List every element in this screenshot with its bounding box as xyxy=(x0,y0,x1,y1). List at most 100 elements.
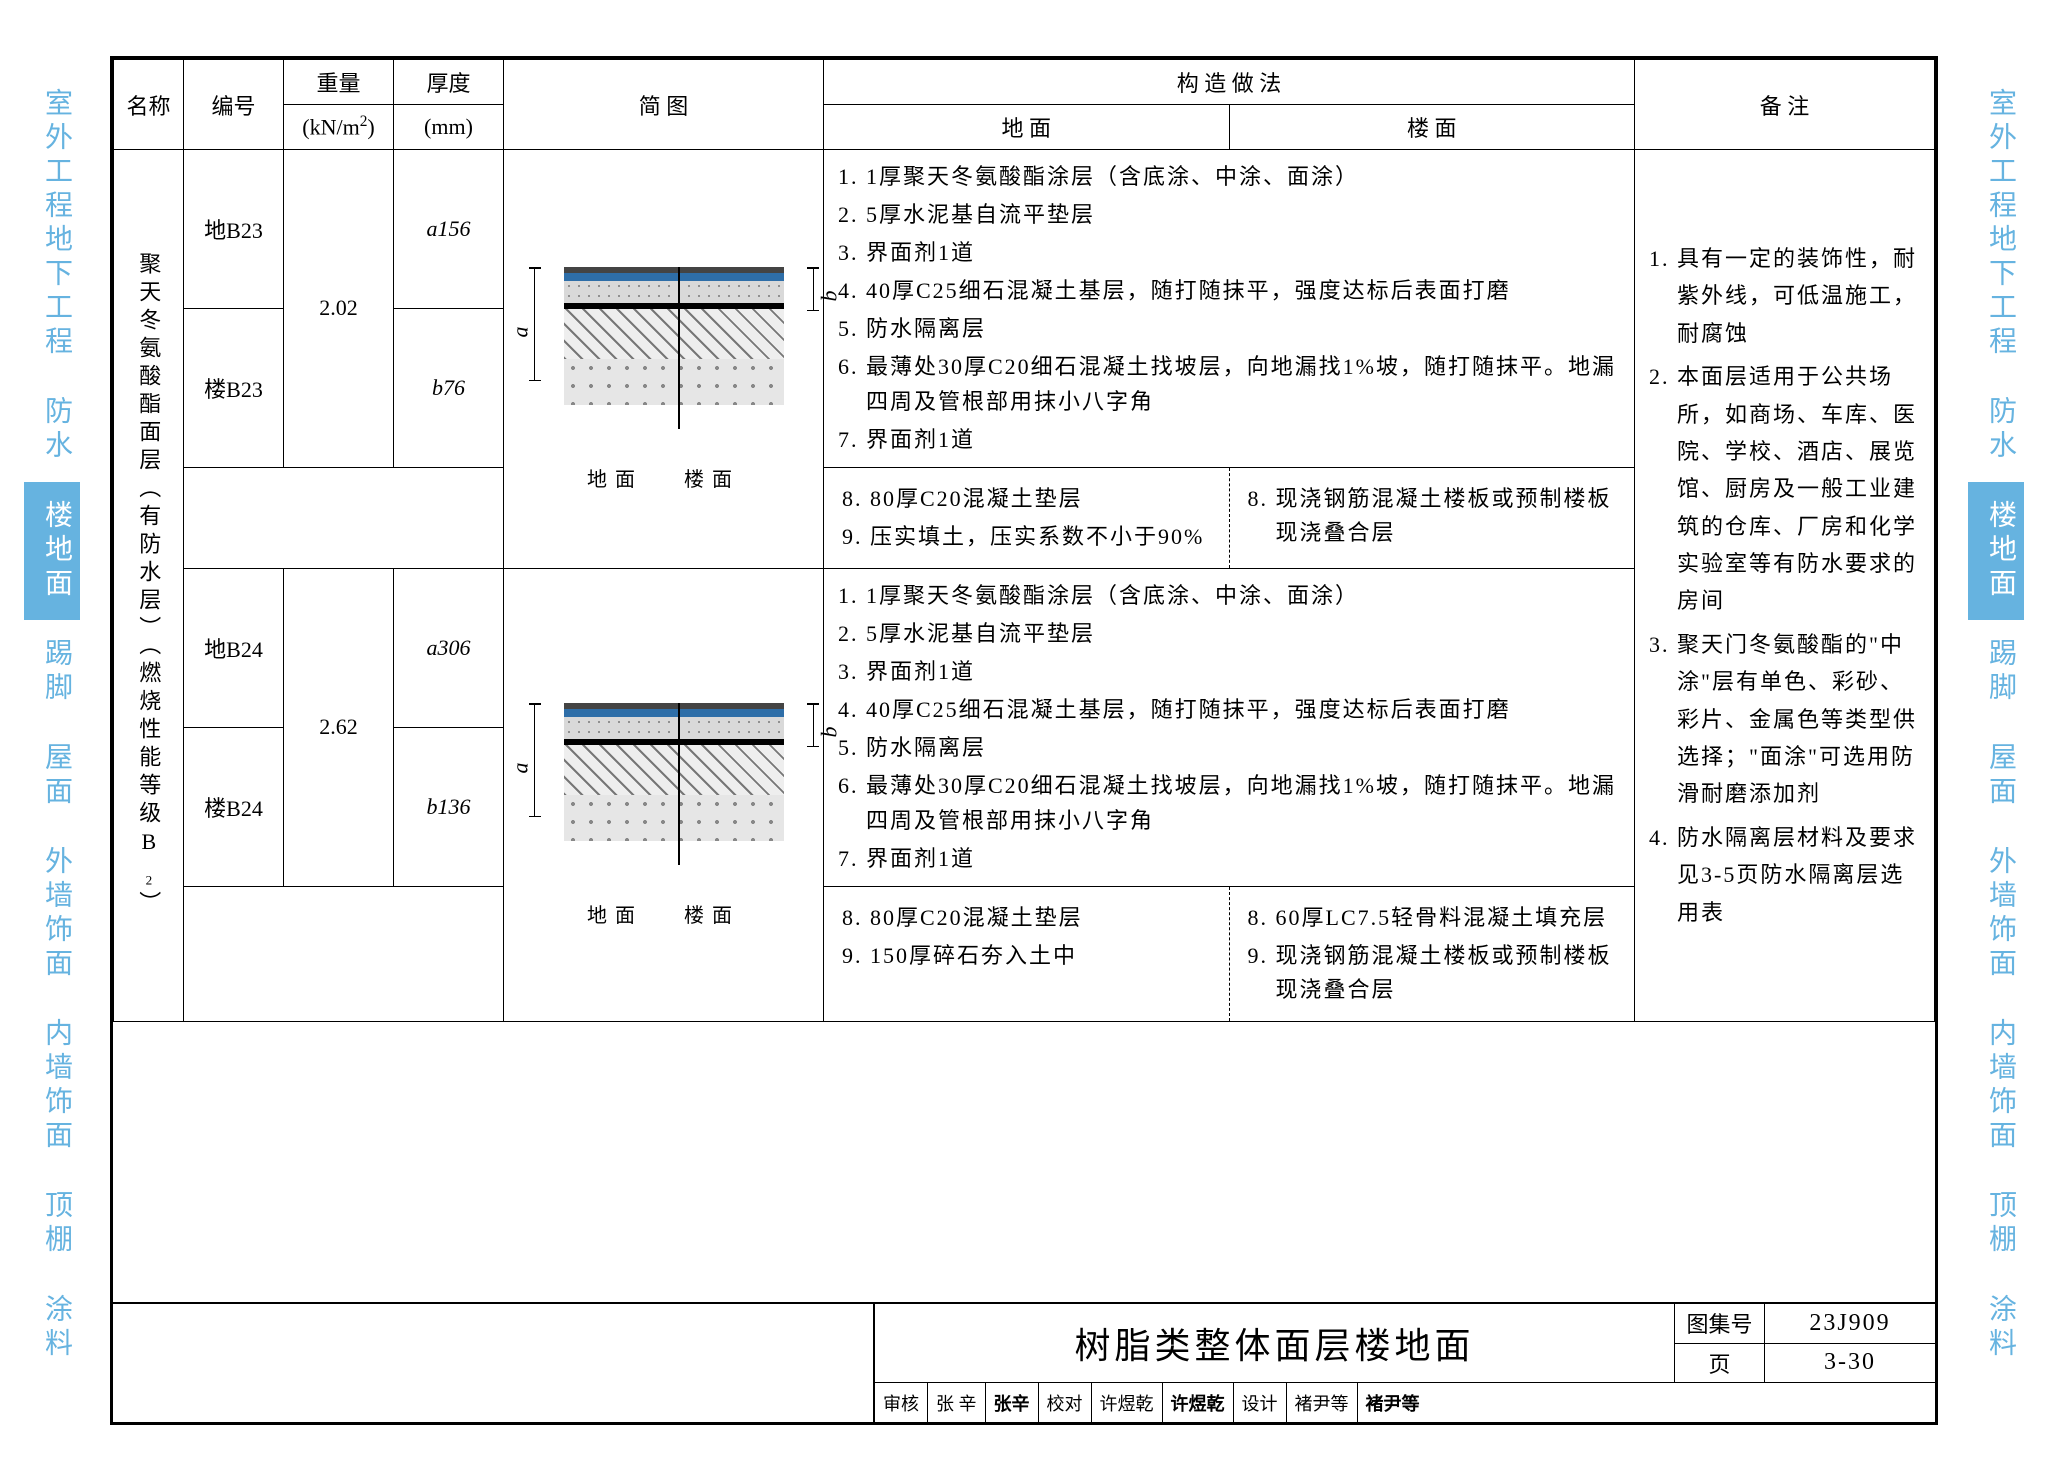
dimension-a: a xyxy=(534,267,558,381)
code-cell: 楼B24 xyxy=(184,727,284,886)
side-tab[interactable]: 涂料 xyxy=(1968,1276,2024,1380)
list-item: 现浇钢筋混凝土楼板或预制楼板现浇叠合层 xyxy=(1276,939,1623,1007)
side-tab[interactable]: 外墙饰面 xyxy=(1968,828,2024,1000)
side-tab[interactable]: 屋面 xyxy=(24,724,80,828)
side-tab[interactable]: 外墙饰面 xyxy=(24,828,80,1000)
dimension-b: b xyxy=(790,267,814,311)
code-cell: 地B23 xyxy=(184,150,284,309)
check-label: 校对 xyxy=(1039,1383,1092,1422)
dimension-b: b xyxy=(790,703,814,747)
th-thick-unit: (mm) xyxy=(394,105,504,150)
th-diagram: 简 图 xyxy=(504,60,824,150)
side-tab[interactable]: 顶棚 xyxy=(24,1172,80,1276)
list-item: 防水隔离层 xyxy=(866,731,1626,765)
code-cell: 地B24 xyxy=(184,568,284,727)
weight-cell: 2.62 xyxy=(284,568,394,886)
method-upper: 1厚聚天冬氨酸酯涂层（含底涂、中涂、面涂） 5厚水泥基自流平垫层界面剂1道 40厚C… xyxy=(824,150,1635,468)
list-item: 防水隔离层材料及要求见3-5页防水隔离层选用表 xyxy=(1677,819,1926,931)
notes-cell: 具有一定的装饰性，耐紫外线，可低温施工，耐腐蚀本面层适用于公共场所，如商场、车库… xyxy=(1635,150,1935,1022)
list-item: 聚天门冬氨酸酯的"中涂"层有单色、彩砂、彩片、金属色等类型供选择；"面涂"可选用… xyxy=(1677,626,1926,813)
list-item: 40厚C25细石混凝土基层，随打随抹平，强度达标后表面打磨 xyxy=(866,274,1626,308)
list-item: 具有一定的装饰性，耐紫外线，可低温施工，耐腐蚀 xyxy=(1677,240,1926,352)
method-lower: 80厚C20混凝土垫层压实填土，压实系数不小于90% 现浇钢筋混凝土楼板或预制楼… xyxy=(824,467,1635,568)
side-tabs-right: 室外工程地下工程防水楼地面踢脚屋面外墙饰面内墙饰面顶棚涂料 xyxy=(1968,70,2024,1380)
design-label: 设计 xyxy=(1234,1383,1287,1422)
code-cell: 楼B23 xyxy=(184,308,284,467)
section-diagram: a b xyxy=(524,673,804,893)
side-tab[interactable]: 内墙饰面 xyxy=(24,1000,80,1172)
check-signature: 许煜乾 xyxy=(1163,1383,1234,1422)
list-item: 80厚C20混凝土垫层 xyxy=(870,482,1217,516)
list-item: 界面剂1道 xyxy=(866,842,1626,876)
title-block: 树脂类整体面层楼地面 图集号 23J909 页 3-30 审核 张 辛 张辛 校… xyxy=(113,1302,1935,1422)
list-item: 界面剂1道 xyxy=(866,423,1626,457)
list-item: 现浇钢筋混凝土楼板或预制楼板现浇叠合层 xyxy=(1276,482,1623,550)
th-notes: 备 注 xyxy=(1635,60,1935,150)
list-item: 5厚水泥基自流平垫层 xyxy=(866,617,1626,651)
side-tab[interactable]: 踢脚 xyxy=(1968,620,2024,724)
review-label: 审核 xyxy=(875,1383,928,1422)
diagram-cell: a b 地面 楼面 xyxy=(504,150,824,569)
side-tab[interactable]: 踢脚 xyxy=(24,620,80,724)
th-name: 名称 xyxy=(114,60,184,150)
construction-table: 名称 编号 重量 厚度 简 图 构 造 做 法 备 注 (kN/m2) (mm)… xyxy=(113,59,1935,1022)
list-item: 压实填土，压实系数不小于90% xyxy=(870,520,1217,554)
check-name: 许煜乾 xyxy=(1092,1383,1163,1422)
th-floor: 楼 面 xyxy=(1229,105,1635,150)
section-diagram: a b xyxy=(524,237,804,457)
page-label: 页 xyxy=(1675,1344,1765,1383)
side-tab[interactable]: 楼地面 xyxy=(24,482,80,620)
thick-b: b76 xyxy=(394,308,504,467)
thick-b: b136 xyxy=(394,727,504,886)
table-body: 聚天冬氨酸酯面层（有防水层）（燃烧性能等级B₂） 地B23 2.02 a156 … xyxy=(114,150,1935,1022)
dimension-a: a xyxy=(534,703,558,817)
method-lower: 80厚C20混凝土垫层 150厚碎石夯入土中 60厚LC7.5轻骨料混凝土填充层现… xyxy=(824,886,1635,1021)
row-name: 聚天冬氨酸酯面层（有防水层）（燃烧性能等级B₂） xyxy=(114,150,184,1022)
diagram-cell: a b 地面 楼面 xyxy=(504,568,824,1021)
side-tab[interactable]: 楼地面 xyxy=(1968,482,2024,620)
thick-a: a306 xyxy=(394,568,504,727)
weight-cell: 2.02 xyxy=(284,150,394,468)
th-thick: 厚度 xyxy=(394,60,504,105)
list-item: 最薄处30厚C20细石混凝土找坡层，向地漏找1%坡，随打随抹平。地漏四周及管根部… xyxy=(866,769,1626,837)
review-name: 张 辛 xyxy=(928,1383,986,1422)
list-item: 界面剂1道 xyxy=(866,236,1626,270)
th-weight: 重量 xyxy=(284,60,394,105)
th-ground: 地 面 xyxy=(824,105,1230,150)
review-signature: 张辛 xyxy=(986,1383,1039,1422)
side-tab[interactable]: 内墙饰面 xyxy=(1968,1000,2024,1172)
list-item: 150厚碎石夯入土中 xyxy=(870,939,1217,973)
atlas-number: 23J909 xyxy=(1765,1304,1935,1343)
method-upper: 1厚聚天冬氨酸酯涂层（含底涂、中涂、面涂） 5厚水泥基自流平垫层界面剂1道 40厚C… xyxy=(824,568,1635,886)
list-item: 5厚水泥基自流平垫层 xyxy=(866,198,1626,232)
list-item: 1厚聚天冬氨酸酯涂层（含底涂、中涂、面涂） xyxy=(866,579,1626,613)
design-name: 褚尹等 xyxy=(1287,1383,1358,1422)
side-tab[interactable]: 涂料 xyxy=(24,1276,80,1380)
th-code: 编号 xyxy=(184,60,284,150)
signature-strip: 审核 张 辛 张辛 校对 许煜乾 许煜乾 设计 褚尹等 褚尹等 xyxy=(875,1382,1935,1422)
list-item: 防水隔离层 xyxy=(866,312,1626,346)
side-tab[interactable]: 室外工程地下工程 xyxy=(24,70,80,378)
list-item: 40厚C25细石混凝土基层，随打随抹平，强度达标后表面打磨 xyxy=(866,693,1626,727)
side-tab[interactable]: 屋面 xyxy=(1968,724,2024,828)
side-tab[interactable]: 室外工程地下工程 xyxy=(1968,70,2024,378)
side-tabs-left: 室外工程地下工程防水楼地面踢脚屋面外墙饰面内墙饰面顶棚涂料 xyxy=(24,70,80,1380)
th-weight-unit: (kN/m2) xyxy=(284,105,394,150)
design-signature: 褚尹等 xyxy=(1358,1383,1428,1422)
list-item: 界面剂1道 xyxy=(866,655,1626,689)
diagram-labels: 地面 楼面 xyxy=(512,463,815,492)
list-item: 最薄处30厚C20细石混凝土找坡层，向地漏找1%坡，随打随抹平。地漏四周及管根部… xyxy=(866,350,1626,418)
th-method: 构 造 做 法 xyxy=(824,60,1635,105)
diagram-labels: 地面 楼面 xyxy=(512,899,815,928)
list-item: 本面层适用于公共场所，如商场、车库、医院、学校、酒店、展览馆、厨房及一般工业建筑… xyxy=(1677,358,1926,620)
side-tab[interactable]: 顶棚 xyxy=(1968,1172,2024,1276)
side-tab[interactable]: 防水 xyxy=(1968,378,2024,482)
list-item: 1厚聚天冬氨酸酯涂层（含底涂、中涂、面涂） xyxy=(866,160,1626,194)
side-tab[interactable]: 防水 xyxy=(24,378,80,482)
sheet-title: 树脂类整体面层楼地面 xyxy=(875,1304,1675,1382)
atlas-label: 图集号 xyxy=(1675,1304,1765,1343)
list-item: 60厚LC7.5轻骨料混凝土填充层 xyxy=(1276,901,1623,935)
thick-a: a156 xyxy=(394,150,504,309)
page-number: 3-30 xyxy=(1765,1344,1935,1383)
list-item: 80厚C20混凝土垫层 xyxy=(870,901,1217,935)
